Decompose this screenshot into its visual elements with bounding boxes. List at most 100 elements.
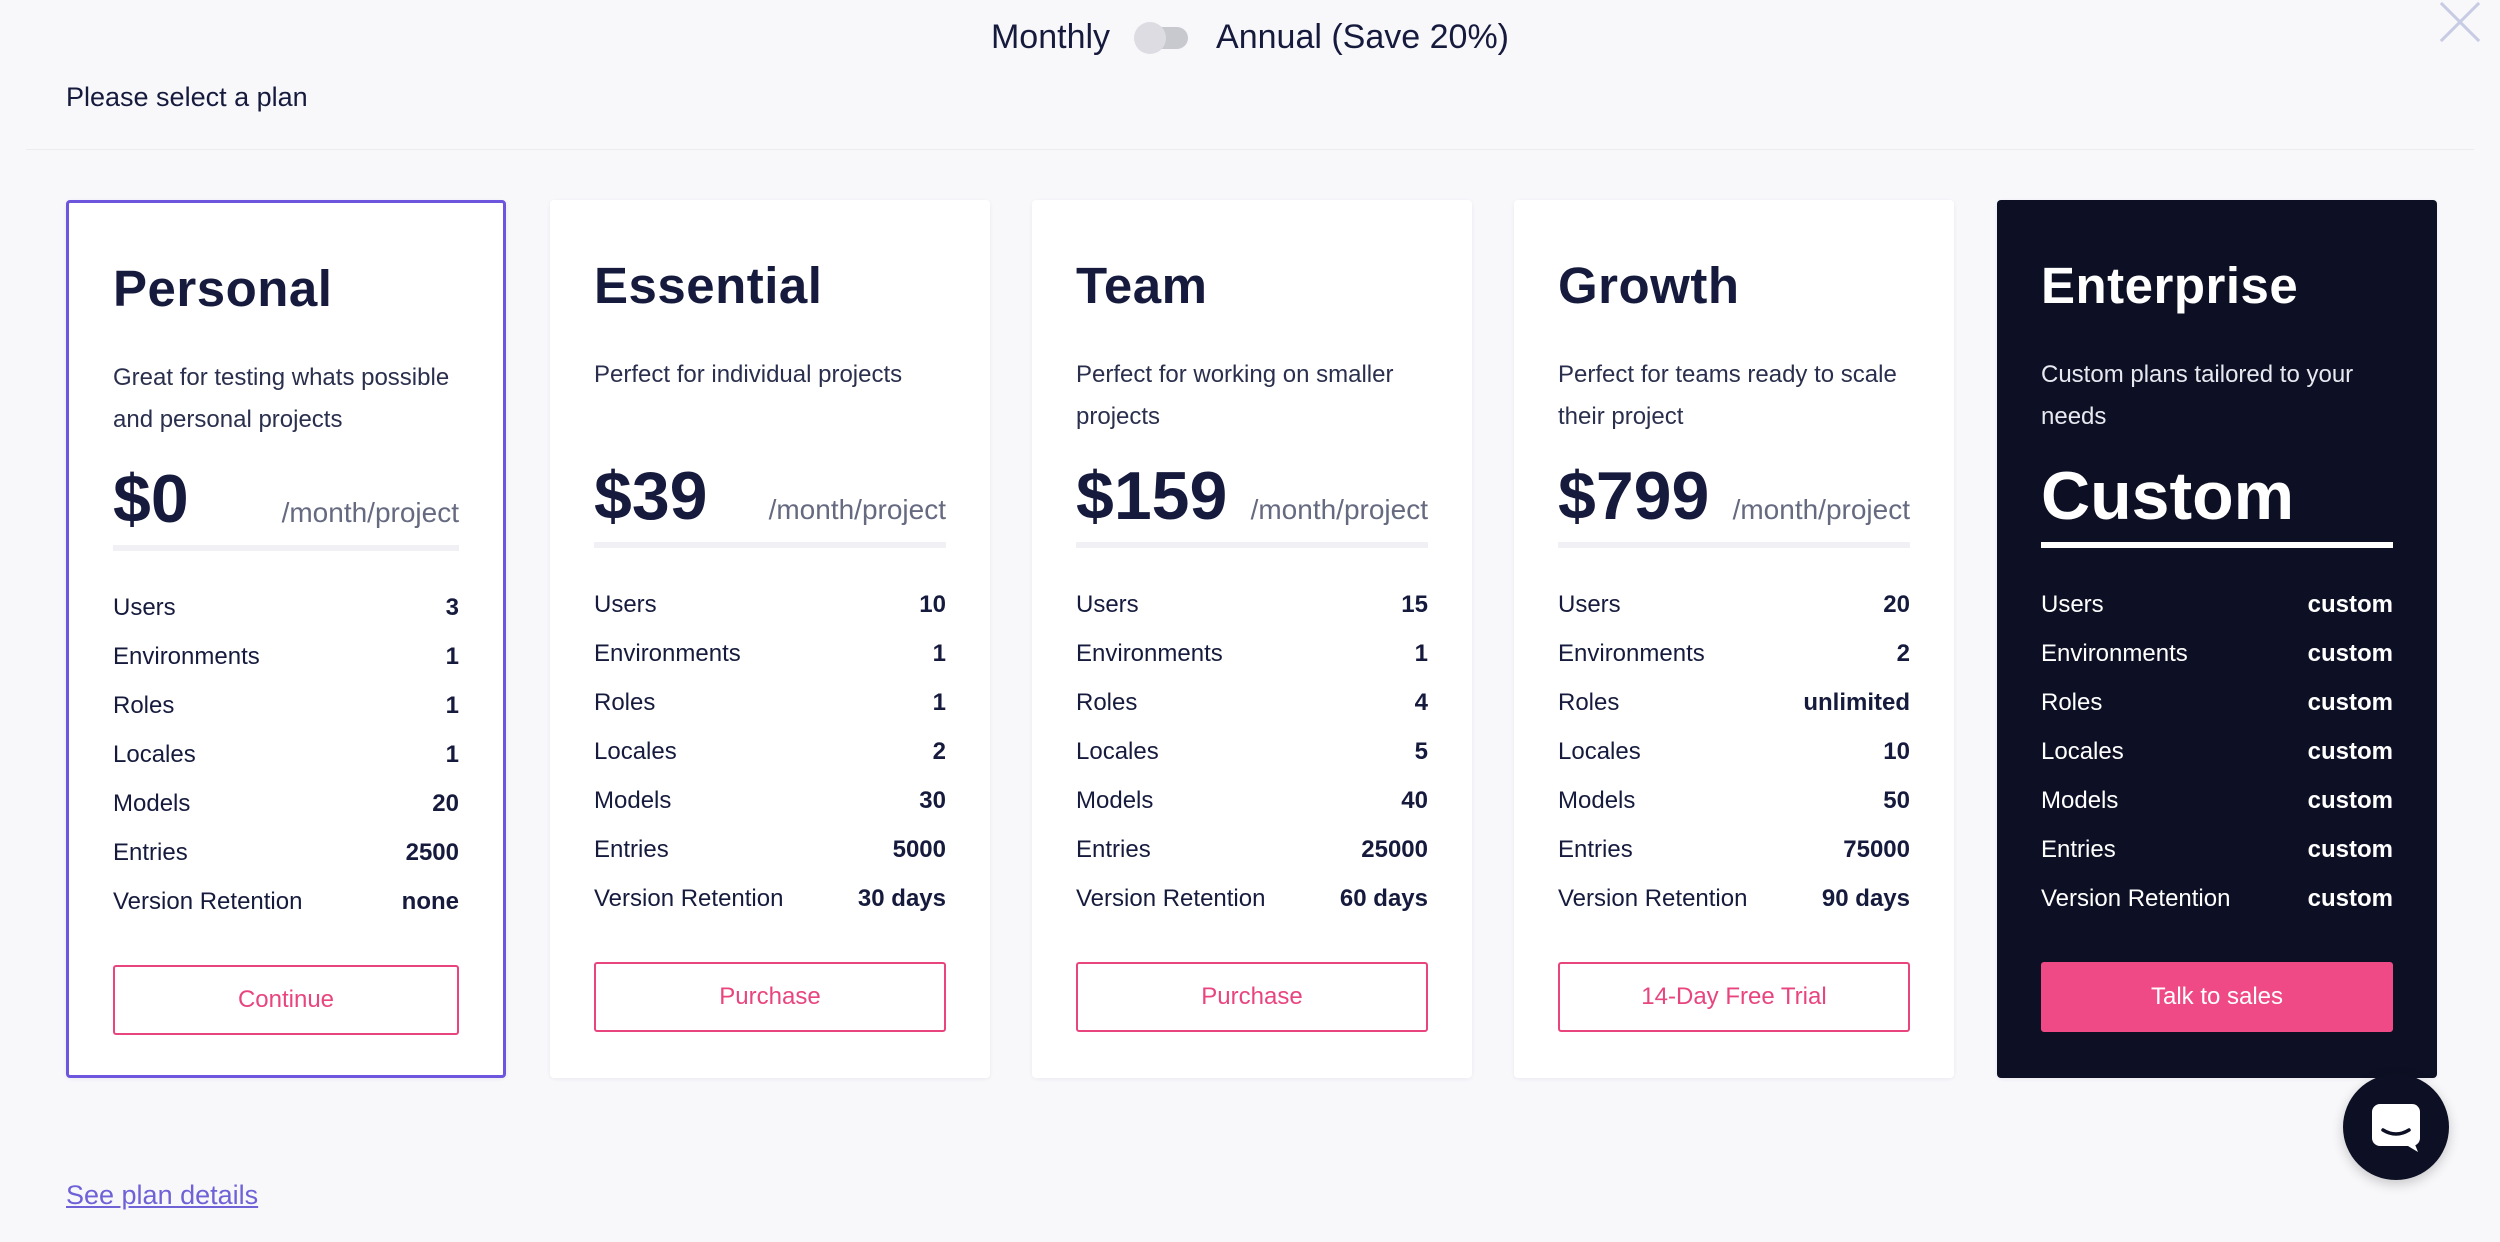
feature-row: Environments 1 bbox=[113, 632, 459, 681]
feature-value: unlimited bbox=[1803, 688, 1910, 716]
feature-label: Entries bbox=[1076, 835, 1151, 863]
feature-list: Users 15 Environments 1 Roles 4 Locales 5 Mo… bbox=[1076, 580, 1428, 923]
see-plan-details-link[interactable]: See plan details bbox=[66, 1180, 259, 1210]
feature-row: Locales 10 bbox=[1558, 727, 1910, 776]
feature-value: 1 bbox=[1414, 639, 1428, 667]
feature-value: 60 days bbox=[1339, 884, 1428, 912]
feature-row: Entries 5000 bbox=[594, 825, 946, 874]
purchase-button[interactable]: Purchase bbox=[594, 962, 946, 1032]
feature-value: 4 bbox=[1414, 688, 1428, 716]
chat-icon bbox=[2372, 1104, 2420, 1152]
feature-label: Environments bbox=[2041, 639, 2188, 667]
plan-card-growth[interactable]: Growth Perfect for teams ready to scale … bbox=[1514, 200, 1954, 1078]
close-icon[interactable] bbox=[2438, 0, 2482, 44]
plan-card-team[interactable]: Team Perfect for working on smaller proj… bbox=[1032, 200, 1472, 1078]
feature-row: Roles 1 bbox=[113, 681, 459, 730]
feature-row: Models 20 bbox=[113, 779, 459, 828]
feature-label: Environments bbox=[594, 639, 741, 667]
feature-label: Locales bbox=[1558, 737, 1641, 765]
feature-row: Models 50 bbox=[1558, 776, 1910, 825]
feature-label: Roles bbox=[2041, 688, 2103, 716]
plan-price: $39 bbox=[594, 458, 708, 534]
feature-label: Users bbox=[594, 590, 657, 618]
plan-card-personal[interactable]: Personal Great for testing whats possibl… bbox=[66, 200, 506, 1078]
feature-label: Locales bbox=[113, 740, 196, 768]
feature-row: Roles 4 bbox=[1076, 678, 1428, 727]
feature-row: Environments 1 bbox=[594, 629, 946, 678]
feature-label: Environments bbox=[113, 642, 260, 670]
plan-description: Custom plans tailored to your needs bbox=[2041, 361, 2354, 430]
feature-value: custom bbox=[2307, 688, 2393, 716]
feature-row: Entries 25000 bbox=[1076, 825, 1428, 874]
feature-label: Entries bbox=[2041, 835, 2116, 863]
feature-value: 15 bbox=[1401, 590, 1428, 618]
plan-card-essential[interactable]: Essential Perfect for individual project… bbox=[550, 200, 990, 1078]
plan-name: Team bbox=[1076, 257, 1208, 314]
free-trial-button[interactable]: 14-Day Free Trial bbox=[1558, 962, 1910, 1032]
page-subtitle: Please select a plan bbox=[66, 82, 308, 112]
feature-label: Version Retention bbox=[2041, 884, 2231, 912]
feature-value: 1 bbox=[932, 688, 946, 716]
feature-row: Version Retention 60 days bbox=[1076, 874, 1428, 923]
feature-label: Version Retention bbox=[113, 887, 303, 915]
feature-value: 30 bbox=[919, 786, 946, 814]
price-row: $799 /month/project bbox=[1558, 458, 1910, 548]
feature-row: Entries 75000 bbox=[1558, 825, 1910, 874]
price-row: Custom bbox=[2041, 458, 2393, 548]
plan-card-enterprise[interactable]: Enterprise Custom plans tailored to your… bbox=[1997, 200, 2437, 1078]
plan-name: Enterprise bbox=[2041, 257, 2299, 314]
plan-price: $799 bbox=[1558, 458, 1710, 534]
feature-label: Users bbox=[113, 593, 176, 621]
feature-label: Locales bbox=[1076, 737, 1159, 765]
feature-label: Entries bbox=[594, 835, 669, 863]
feature-value: custom bbox=[2307, 590, 2393, 618]
feature-label: Locales bbox=[594, 737, 677, 765]
feature-label: Users bbox=[1076, 590, 1139, 618]
talk-to-sales-button[interactable]: Talk to sales bbox=[2041, 962, 2393, 1032]
feature-value: 1 bbox=[445, 642, 459, 670]
plan-price: $0 bbox=[113, 461, 189, 537]
feature-label: Roles bbox=[1558, 688, 1620, 716]
billing-monthly-label[interactable]: Monthly bbox=[990, 18, 1111, 56]
price-row: $0 /month/project bbox=[113, 461, 459, 551]
feature-row: Version Retention custom bbox=[2041, 874, 2393, 923]
feature-label: Roles bbox=[594, 688, 656, 716]
feature-label: Environments bbox=[1558, 639, 1705, 667]
feature-value: 3 bbox=[445, 593, 459, 621]
feature-value: 1 bbox=[445, 740, 459, 768]
price-row: $39 /month/project bbox=[594, 458, 946, 548]
feature-list: Users 3 Environments 1 Roles 1 Locales 1 Mod… bbox=[113, 583, 459, 926]
feature-label: Models bbox=[1558, 786, 1636, 814]
billing-annual-label[interactable]: Annual (Save 20%) bbox=[1216, 18, 1509, 56]
feature-value: custom bbox=[2307, 737, 2393, 765]
feature-value: 2 bbox=[932, 737, 946, 765]
feature-label: Locales bbox=[2041, 737, 2124, 765]
purchase-button[interactable]: Purchase bbox=[1076, 962, 1428, 1032]
plan-name: Personal bbox=[113, 260, 333, 317]
chat-button[interactable] bbox=[2343, 1074, 2449, 1180]
feature-label: Version Retention bbox=[594, 884, 784, 912]
feature-list: Users 10 Environments 1 Roles 1 Locales 2 Mo… bbox=[594, 580, 946, 923]
feature-label: Models bbox=[2041, 786, 2119, 814]
plan-name: Essential bbox=[594, 257, 823, 314]
feature-row: Users 3 bbox=[113, 583, 459, 632]
billing-toggle-knob[interactable] bbox=[1134, 21, 1167, 54]
feature-row: Environments 1 bbox=[1076, 629, 1428, 678]
feature-label: Users bbox=[2041, 590, 2104, 618]
billing-toggle[interactable] bbox=[1134, 21, 1189, 54]
feature-value: 20 bbox=[432, 789, 459, 817]
feature-label: Models bbox=[113, 789, 191, 817]
billing-period-switch: Monthly Annual (Save 20%) bbox=[0, 18, 2500, 57]
plan-price: $159 bbox=[1076, 458, 1228, 534]
feature-row: Locales 2 bbox=[594, 727, 946, 776]
feature-row: Roles 1 bbox=[594, 678, 946, 727]
continue-button[interactable]: Continue bbox=[113, 965, 459, 1035]
feature-row: Users 10 bbox=[594, 580, 946, 629]
feature-label: Entries bbox=[113, 838, 188, 866]
feature-row: Roles unlimited bbox=[1558, 678, 1910, 727]
feature-row: Entries 2500 bbox=[113, 828, 459, 877]
plan-price: Custom bbox=[2041, 458, 2295, 534]
feature-value: 10 bbox=[1883, 737, 1910, 765]
plan-description: Perfect for individual projects bbox=[594, 361, 903, 388]
